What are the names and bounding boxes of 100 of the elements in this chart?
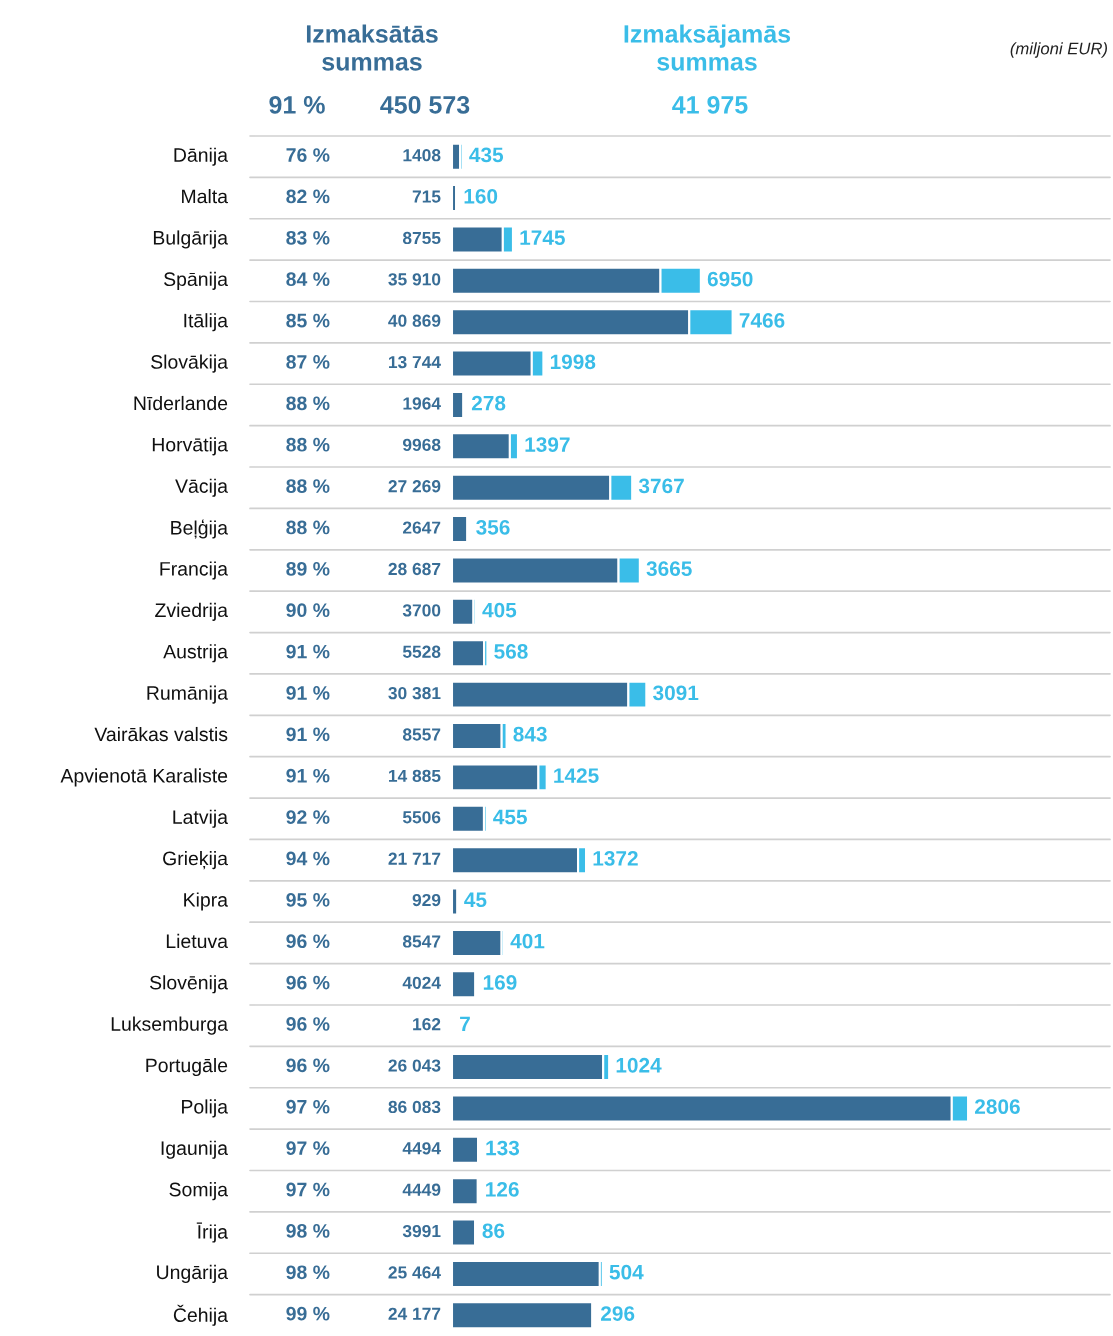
data-label: 21 717 — [388, 852, 441, 865]
text: 76 % — [286, 148, 330, 162]
data-label: 4494 — [402, 1142, 441, 1155]
y-tick-label: Ungārija — [157, 1264, 228, 1283]
text: 96 % — [286, 934, 330, 949]
y-tick-label: Beļģija — [171, 519, 228, 539]
data-label: 568 — [494, 644, 528, 659]
text: 97 % — [286, 1182, 330, 1197]
y-tick-label: Portugāle — [146, 1057, 228, 1077]
data-label: 1408 — [403, 149, 441, 162]
bar — [452, 1135, 480, 1164]
text: 97 % — [286, 1141, 330, 1156]
data-label: 356 — [476, 519, 510, 535]
text: 91 % — [286, 727, 330, 742]
data-label: 25 464 — [388, 1266, 441, 1279]
text: (miljoni EUR) — [1010, 42, 1108, 58]
y-tick-label: Igaunija — [161, 1140, 228, 1159]
data-label: 8557 — [402, 728, 441, 741]
text: 91 % — [286, 644, 330, 659]
data-label: 4024 — [402, 976, 441, 989]
data-label: 6950 — [707, 271, 753, 287]
bar — [452, 1259, 601, 1289]
data-label: 3091 — [653, 685, 699, 701]
y-tick-label: Latvija — [173, 809, 228, 828]
y-tick-label: Slovākija — [151, 354, 228, 373]
data-label: 14 885 — [389, 769, 441, 783]
text: 450 573 — [380, 96, 470, 114]
y-tick-label: Slovēnija — [149, 975, 228, 994]
data-label: 929 — [412, 893, 441, 907]
data-label: 162 — [413, 1018, 441, 1031]
data-label: 278 — [471, 395, 506, 411]
y-tick-label: Bulgārija — [153, 230, 228, 249]
data-label: 504 — [609, 1264, 644, 1280]
text: 94 % — [286, 851, 330, 866]
text: 96 % — [286, 1017, 330, 1031]
y-tick-label: Spānija — [164, 271, 228, 290]
data-label: 4449 — [402, 1183, 441, 1196]
data-label: 401 — [510, 933, 545, 949]
data-label: 7 — [460, 1016, 470, 1032]
text: 98 % — [286, 1265, 330, 1280]
text: 89 % — [286, 561, 330, 576]
y-tick-label: Grieķija — [163, 851, 228, 870]
y-tick-label: Austrija — [163, 644, 228, 663]
data-label: 30 381 — [388, 686, 441, 700]
data-label: 1372 — [593, 850, 638, 866]
data-label: 1964 — [403, 397, 441, 410]
text: 88 % — [286, 479, 330, 493]
data-label: 45 — [464, 892, 487, 908]
data-label: 435 — [469, 147, 504, 163]
data-label: 1425 — [554, 768, 599, 783]
text: 99 % — [286, 1306, 330, 1321]
data-label: 35 910 — [388, 273, 441, 286]
y-tick-label: Zviedrija — [155, 602, 228, 621]
data-label: 5506 — [402, 811, 441, 824]
y-tick-label: Kipra — [184, 892, 228, 911]
data-label: 169 — [483, 975, 517, 990]
data-label: 715 — [412, 190, 441, 203]
bar — [452, 970, 477, 999]
data-label: 126 — [486, 1182, 519, 1197]
text: 91 % — [286, 768, 330, 783]
data-label: 8547 — [402, 935, 441, 948]
data-label: 3991 — [402, 1224, 441, 1238]
text: 84 % — [286, 272, 330, 287]
bar — [452, 928, 503, 957]
text: 97 % — [286, 1099, 330, 1114]
data-label: 86 083 — [388, 1100, 441, 1114]
y-tick-label: Īrija — [196, 1222, 228, 1243]
data-label: 7466 — [739, 313, 785, 328]
y-tick-label: Somija — [169, 1182, 228, 1201]
data-label: 160 — [464, 188, 498, 204]
y-tick-label: Vairākas valstis — [94, 726, 228, 742]
data-label: 133 — [486, 1140, 520, 1156]
text: 85 % — [286, 313, 330, 328]
text: 96 % — [286, 1058, 330, 1073]
text: 88 % — [286, 396, 330, 411]
text: 95 % — [286, 892, 330, 907]
data-label: 3665 — [646, 561, 692, 577]
text: 83 % — [286, 230, 330, 245]
text: 96 % — [286, 975, 330, 990]
data-label: 13 744 — [389, 355, 441, 369]
bar — [452, 639, 486, 668]
y-tick-label: Lietuva — [166, 933, 228, 949]
data-label: 9968 — [402, 438, 441, 452]
data-label: 3767 — [638, 478, 684, 494]
text: 98 % — [286, 1224, 330, 1238]
bar — [452, 1177, 479, 1206]
data-label: 5528 — [402, 645, 441, 658]
y-tick-label: Luksemburga — [111, 1016, 229, 1035]
text: 88 % — [286, 520, 330, 535]
data-label: 8755 — [402, 231, 441, 245]
text: Izmaksātās summas — [306, 24, 438, 71]
data-label: 1998 — [550, 354, 596, 370]
data-label: 843 — [513, 726, 547, 742]
data-label: 296 — [601, 1306, 635, 1321]
bar — [452, 1301, 594, 1330]
data-label: 2647 — [402, 521, 441, 534]
text: 91 % — [286, 686, 330, 700]
y-tick-label: Čehija — [173, 1304, 228, 1326]
text: 91 % — [269, 96, 325, 114]
data-label: 1745 — [520, 230, 565, 246]
